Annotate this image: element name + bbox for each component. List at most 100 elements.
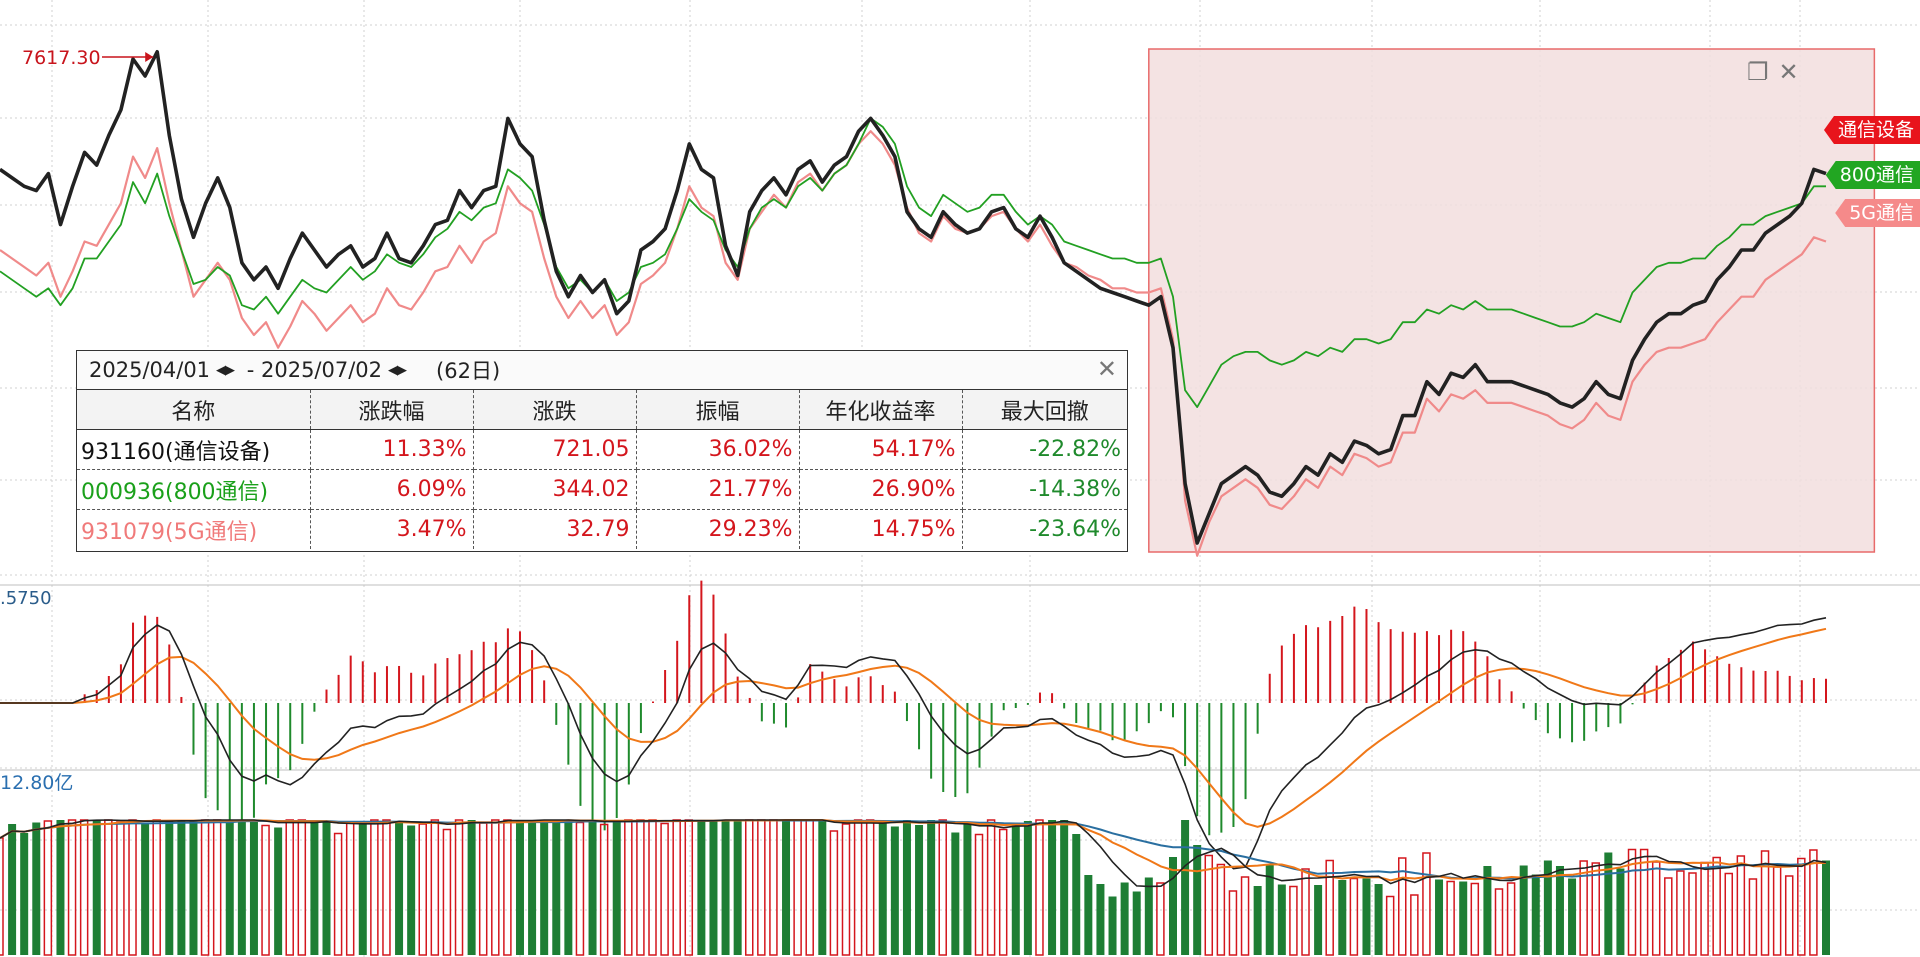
interval-stats-panel: 2025/04/01 ◀▶ - 2025/07/02 ◀▶ (62日) ✕ 名称… (76, 350, 1128, 552)
volume-bar (1591, 862, 1600, 956)
max-drawdown: -23.64% (1029, 517, 1121, 542)
volume-bar (1325, 859, 1334, 956)
volume-bar (1772, 866, 1782, 956)
volume-bar (878, 821, 887, 955)
volume-bar (237, 820, 246, 955)
volume-bar (1446, 880, 1455, 956)
volume-bar (1398, 857, 1407, 956)
volume-bar (1639, 848, 1649, 956)
volume-bar (274, 827, 283, 955)
amplitude: 36.02% (636, 429, 800, 470)
volume-bar (660, 822, 669, 956)
amplitude: 21.77% (636, 469, 800, 510)
table-header-row: 名称 涨跌幅 涨跌 振幅 年化收益率 最大回撤 (77, 390, 1127, 430)
series-tag-5g: 5G通信 (1835, 199, 1920, 227)
volume-bar (588, 820, 597, 955)
volume-bar (782, 820, 791, 955)
volume-bar (1760, 850, 1770, 956)
volume-bar (1483, 866, 1492, 955)
volume-bar (927, 820, 936, 955)
volume-bar (1156, 882, 1165, 956)
volume-bar (177, 820, 186, 955)
table-row[interactable]: 931160(通信设备) 11.33% 721.05 36.02% 54.17%… (77, 429, 1127, 470)
volume-bar (1120, 882, 1129, 955)
volume-bar (1459, 881, 1468, 955)
volume-bar (1543, 860, 1552, 955)
amplitude: 29.23% (636, 509, 800, 549)
volume-bar (1289, 885, 1298, 956)
volume-bar (454, 819, 464, 956)
volume-bar (1822, 860, 1830, 955)
volume-bar (1712, 856, 1721, 956)
left-right-arrows-icon[interactable]: ◀▶ (216, 362, 235, 378)
row-name: 931079(5G通信) (77, 509, 311, 549)
peak-label: 7617.30 (22, 47, 101, 69)
volume-bar (902, 820, 911, 955)
volume-bar (491, 819, 500, 956)
volume-bar (442, 828, 452, 956)
volume-bar (1240, 876, 1250, 956)
volume-ma-line (0, 819, 1827, 888)
volume-bar (285, 819, 294, 956)
volume-bar (1748, 878, 1758, 956)
volume-bar (986, 819, 996, 956)
volume-bar (1301, 868, 1310, 956)
volume-bar (1809, 849, 1818, 956)
volume-bar (974, 833, 984, 956)
volume-bar (938, 819, 947, 956)
volume-bar (56, 820, 65, 955)
volume-bar (1797, 857, 1806, 956)
volume-bar (733, 820, 742, 955)
price-panel[interactable] (0, 48, 1876, 557)
volume-panel (0, 819, 1830, 956)
window-restore-icon[interactable]: ❐ (1747, 58, 1769, 86)
volume-bar (1736, 855, 1746, 956)
volume-bar (1362, 878, 1371, 955)
volume-bar (418, 823, 427, 956)
volume-bar (1338, 880, 1347, 955)
volume-bar (1470, 882, 1480, 956)
volume-bar (0, 837, 4, 956)
table-row[interactable]: 000936(800通信) 6.09% 344.02 21.77% 26.90%… (77, 469, 1127, 510)
left-right-arrows-icon[interactable]: ◀▶ (388, 362, 407, 378)
volume-ma-line (0, 819, 1827, 880)
peak-arrow-head (145, 52, 154, 62)
close-icon[interactable]: ✕ (1096, 355, 1117, 383)
volume-bar (1265, 865, 1274, 955)
volume-bar (818, 820, 827, 955)
volume-bar (467, 820, 476, 955)
end-date[interactable]: 2025/07/02 (260, 358, 383, 382)
volume-bar (1555, 866, 1564, 955)
volume-bar (1374, 884, 1383, 955)
volume-bar (141, 824, 150, 955)
column-header: 涨跌 (473, 390, 637, 430)
volume-bar (1568, 878, 1577, 955)
volume-bar (1616, 868, 1625, 955)
macd-dif-line (0, 617, 1827, 870)
stats-table: 名称 涨跌幅 涨跌 振幅 年化收益率 最大回撤 931160(通信设备) 11.… (77, 390, 1127, 549)
volume-bar (1084, 875, 1093, 955)
volume-bar (1506, 882, 1516, 956)
volume-bar (1035, 819, 1044, 956)
volume-bar (1144, 877, 1153, 955)
volume-bar (212, 819, 222, 956)
close-icon[interactable]: ✕ (1778, 58, 1799, 86)
change-pct: 3.47% (310, 509, 474, 549)
volume-bar (382, 819, 391, 956)
volume-bar (1385, 895, 1395, 956)
volume-bar (358, 821, 367, 955)
volume-bar (841, 823, 851, 956)
volume-bar (1784, 875, 1794, 956)
volume-bar (225, 820, 234, 955)
volume-bar (165, 820, 174, 955)
table-row[interactable]: 931079(5G通信) 3.47% 32.79 29.23% 14.75% -… (77, 509, 1127, 549)
volume-bar (612, 820, 621, 955)
volume-bar (1168, 857, 1177, 955)
volume-bar (1108, 896, 1117, 955)
volume-bar (1579, 860, 1588, 956)
start-date[interactable]: 2025/04/01 (89, 358, 211, 382)
volume-ma-line (0, 819, 1827, 882)
column-header: 年化收益率 (799, 390, 963, 430)
volume-bar (67, 819, 77, 956)
